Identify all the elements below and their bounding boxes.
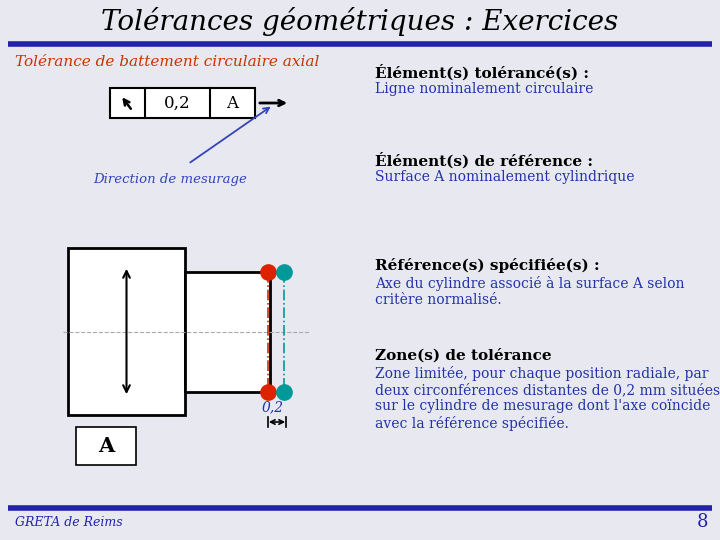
- Text: Direction de mesurage: Direction de mesurage: [93, 173, 247, 186]
- Text: A: A: [227, 94, 238, 111]
- Text: A: A: [98, 436, 114, 456]
- Text: 8: 8: [696, 513, 708, 531]
- Text: GRETA de Reims: GRETA de Reims: [15, 516, 122, 529]
- Bar: [76, 427, 136, 465]
- Text: Tolérance de battement circulaire axial: Tolérance de battement circulaire axial: [15, 55, 320, 69]
- Text: Tolérances géométriques : Exercices: Tolérances géométriques : Exercices: [102, 8, 618, 37]
- Text: Axe du cylindre associé à la surface A selon
critère normalisé.: Axe du cylindre associé à la surface A s…: [375, 276, 685, 307]
- Text: Zone(s) de tolérance: Zone(s) de tolérance: [375, 348, 552, 362]
- Bar: [68, 248, 185, 415]
- Text: 0,2: 0,2: [164, 94, 191, 111]
- Bar: [185, 272, 270, 392]
- Text: Surface A nominalement cylindrique: Surface A nominalement cylindrique: [375, 170, 634, 184]
- Bar: [110, 88, 255, 118]
- Text: Élément(s) de référence :: Élément(s) de référence :: [375, 152, 593, 168]
- Text: Élément(s) tolérancé(s) :: Élément(s) tolérancé(s) :: [375, 64, 589, 80]
- Text: 0,2: 0,2: [262, 400, 284, 414]
- Text: Ligne nominalement circulaire: Ligne nominalement circulaire: [375, 82, 593, 96]
- Text: Référence(s) spécifiée(s) :: Référence(s) spécifiée(s) :: [375, 258, 600, 273]
- Text: Zone limitée, pour chaque position radiale, par
deux circonférences distantes de: Zone limitée, pour chaque position radia…: [375, 366, 720, 431]
